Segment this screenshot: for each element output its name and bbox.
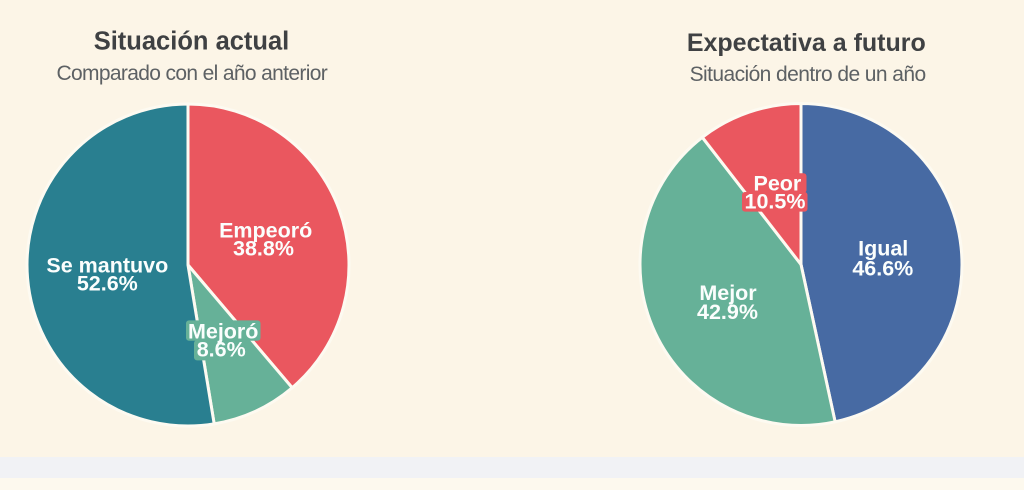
- svg-text:38.8%: 38.8%: [233, 236, 294, 260]
- svg-text:Comparado con el año anterior: Comparado con el año anterior: [56, 62, 327, 85]
- svg-text:Mejoró: Mejoró: [188, 319, 258, 343]
- svg-text:10.5%: 10.5%: [745, 190, 806, 214]
- svg-text:Mejor: Mejor: [699, 281, 757, 305]
- svg-text:Se mantuvo: Se mantuvo: [46, 253, 168, 277]
- svg-text:Peor: Peor: [753, 172, 801, 196]
- svg-text:Igual: Igual: [858, 237, 908, 261]
- svg-text:52.6%: 52.6%: [77, 272, 138, 296]
- svg-text:46.6%: 46.6%: [852, 257, 913, 281]
- svg-text:42.9%: 42.9%: [697, 300, 758, 324]
- svg-text:Situación dentro de un año: Situación dentro de un año: [690, 63, 926, 86]
- svg-text:Empeoró: Empeoró: [219, 218, 312, 242]
- svg-text:8.6%: 8.6%: [197, 338, 246, 362]
- svg-text:Expectativa a futuro: Expectativa a futuro: [687, 29, 926, 57]
- svg-text:Situación actual: Situación actual: [94, 28, 290, 56]
